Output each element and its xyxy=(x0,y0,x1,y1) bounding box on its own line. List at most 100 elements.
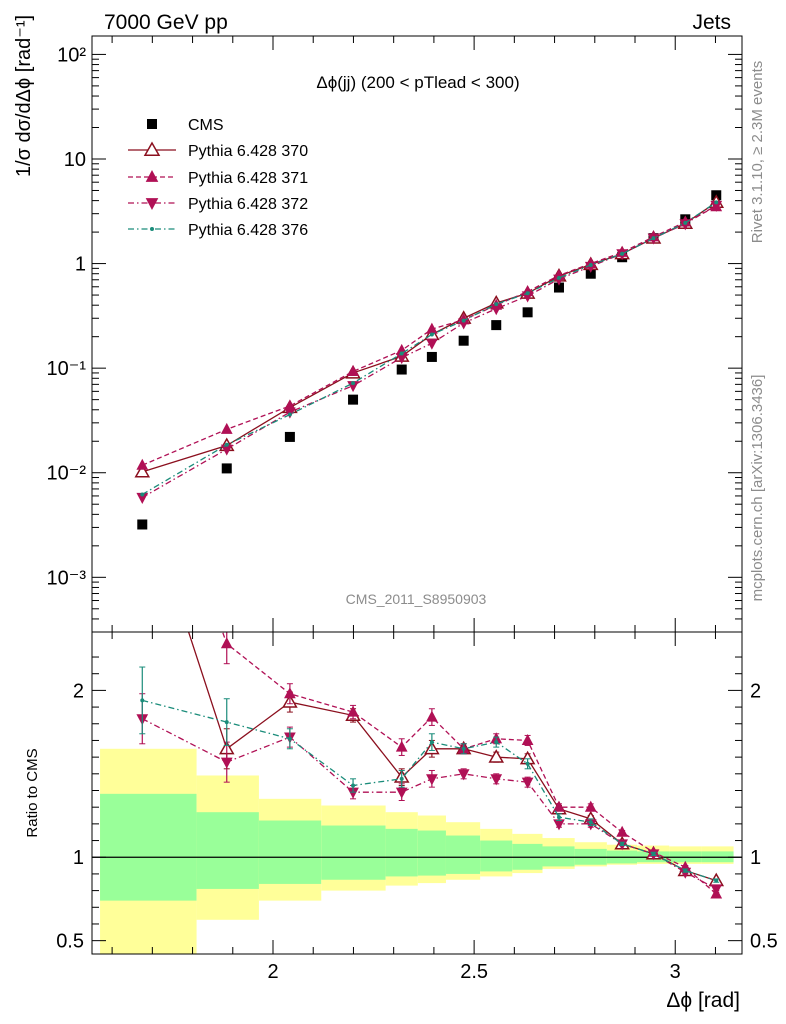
data-point xyxy=(284,431,295,442)
data-point xyxy=(553,819,565,831)
data-point xyxy=(347,364,359,377)
band-green xyxy=(385,828,418,877)
ratio-bands xyxy=(92,748,742,954)
data-point xyxy=(140,492,145,497)
data-point xyxy=(284,687,296,699)
band-green xyxy=(100,793,197,901)
band-green xyxy=(321,825,386,880)
band-green xyxy=(258,820,322,884)
data-point xyxy=(683,220,688,225)
band-green xyxy=(542,846,575,867)
data-point xyxy=(584,261,597,273)
data-point xyxy=(224,442,229,447)
ratio-frame xyxy=(91,631,743,955)
band-green xyxy=(417,830,446,876)
data-point xyxy=(221,463,232,474)
legend-label: Pythia 6.428 370 xyxy=(188,143,308,160)
ratio-y-tick-label: 0.5 xyxy=(56,931,84,953)
data-point xyxy=(348,394,359,405)
legend-entry: Pythia 6.428 372 xyxy=(128,196,308,213)
data-point xyxy=(351,783,356,788)
data-point xyxy=(488,749,505,763)
band-green xyxy=(480,840,513,872)
legend: CMS Pythia 6.428 370 Pythia 6.428 371 Pythi… xyxy=(128,117,308,239)
data-point xyxy=(395,740,408,752)
legend-label: Pythia 6.428 372 xyxy=(188,196,308,213)
data-point xyxy=(521,777,534,789)
watermark: CMS_2011_S8950903 xyxy=(346,591,487,607)
data-point xyxy=(426,710,438,722)
ratio-series-pythia-6-428-376 xyxy=(139,666,720,883)
data-point xyxy=(490,304,503,316)
data-point xyxy=(287,412,292,417)
data-point xyxy=(224,720,229,725)
data-point xyxy=(683,868,688,873)
data-point xyxy=(134,463,151,478)
data-point xyxy=(147,119,157,129)
series-cms xyxy=(137,190,722,530)
data-point xyxy=(461,318,466,323)
x-tick-label: 3 xyxy=(670,961,681,983)
data-point xyxy=(137,519,148,530)
data-point xyxy=(136,458,149,470)
header-right: Jets xyxy=(692,11,731,34)
ratio-ylabel: Ratio to CMS xyxy=(24,748,41,837)
data-point xyxy=(553,800,565,812)
data-point xyxy=(429,740,434,745)
legend-label: Pythia 6.428 371 xyxy=(188,170,308,187)
data-point xyxy=(347,705,359,717)
data-point xyxy=(396,364,407,375)
data-point xyxy=(395,353,408,365)
main-ylabel-text: 1/σ dσ/dΔϕ [rad⁻¹] xyxy=(13,15,35,177)
y-tick-label: 1 xyxy=(75,254,86,276)
data-point xyxy=(347,381,359,393)
ratio-axes: 2 2.5 3 0.5 0.5 1 1 2 2 xyxy=(56,632,778,983)
data-point xyxy=(585,268,596,279)
data-point xyxy=(490,774,503,786)
y-tick-label: 10² xyxy=(57,44,86,66)
y-tick-label: 10⁻³ xyxy=(47,567,87,589)
data-point xyxy=(136,492,149,504)
data-point xyxy=(714,200,719,205)
data-point xyxy=(347,787,359,799)
rivet-label: Rivet 3.1.10, ≥ 2.3M events xyxy=(749,61,766,244)
main-plot-area xyxy=(134,190,725,530)
y-tick-label: 10⁻¹ xyxy=(47,358,87,380)
data-point xyxy=(140,698,145,703)
data-point xyxy=(494,302,499,307)
data-point xyxy=(426,351,437,362)
data-point xyxy=(651,851,656,856)
data-point xyxy=(429,332,434,337)
ratio-y-tick-label: 2 xyxy=(73,680,84,702)
data-point xyxy=(457,318,470,330)
data-point xyxy=(710,200,723,212)
data-point xyxy=(710,884,723,896)
data-point xyxy=(553,282,564,293)
data-point xyxy=(426,338,438,350)
ratio-y-tick-label-right: 2 xyxy=(750,680,761,702)
x-axis-label: Δϕ [rad] xyxy=(666,989,740,1012)
series-line xyxy=(141,201,717,496)
data-point xyxy=(426,322,438,334)
data-point xyxy=(525,761,530,766)
data-point xyxy=(714,878,719,883)
data-point xyxy=(287,736,292,741)
data-point xyxy=(150,227,154,231)
data-point xyxy=(556,275,561,280)
legend-entry: CMS xyxy=(147,117,224,134)
y-tick-label: 10⁻² xyxy=(47,463,87,485)
data-point xyxy=(556,815,561,820)
legend-label: Pythia 6.428 376 xyxy=(188,222,308,239)
data-point xyxy=(588,262,593,267)
legend-entry: Pythia 6.428 371 xyxy=(128,170,308,187)
chart-title: Δϕ(jj) (200 < pTlead < 300) xyxy=(316,73,519,92)
mcplots-label: mcplots.cern.ch [arXiv:1306.3436] xyxy=(749,375,766,602)
ratio-y-tick-label-right: 0.5 xyxy=(750,931,778,953)
data-point xyxy=(651,236,656,241)
data-point xyxy=(220,422,233,434)
data-point xyxy=(136,400,148,411)
legend-entry: Pythia 6.428 370 xyxy=(128,141,308,160)
data-point xyxy=(458,335,469,346)
main-ylabel: 1/σ dσ/dΔϕ [rad⁻¹] xyxy=(13,15,35,177)
data-point xyxy=(494,740,499,745)
